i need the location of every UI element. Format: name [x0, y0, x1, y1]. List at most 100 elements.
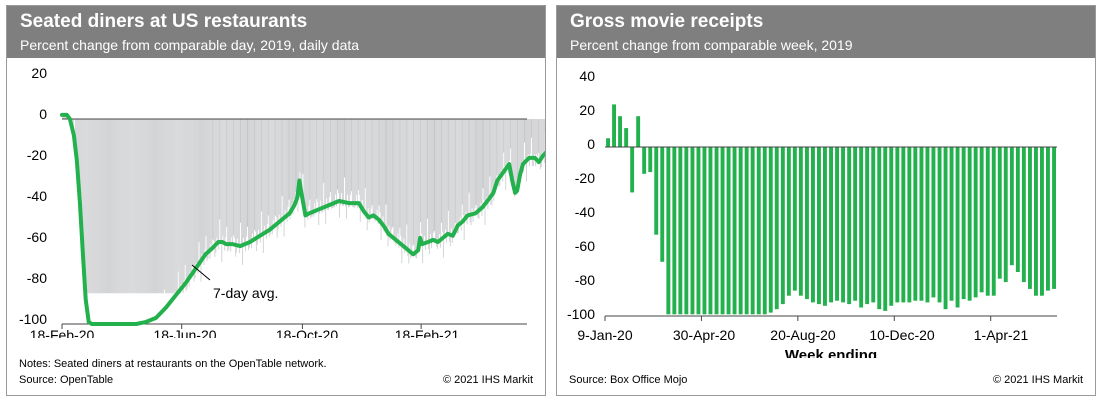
daily-bar — [521, 119, 523, 167]
daily-bar — [310, 119, 312, 219]
daily-bar — [91, 119, 93, 294]
y-tick-label: 0 — [587, 136, 595, 152]
bar — [1028, 146, 1032, 289]
daily-bar — [295, 119, 297, 192]
daily-bar — [194, 119, 196, 279]
daily-bar — [342, 119, 344, 206]
daily-bar — [258, 119, 260, 238]
daily-bar — [107, 119, 109, 294]
daily-bar — [164, 119, 166, 294]
daily-bar — [256, 119, 258, 245]
daily-bar — [161, 119, 163, 294]
daily-bar — [259, 119, 261, 243]
movie-receipts-plot: 40 20 0 -20 -40 -60 -80 -100 9-Jan-20 30… — [567, 68, 1057, 358]
daily-bar — [489, 119, 491, 177]
daily-bar — [447, 119, 449, 211]
daily-bar — [462, 119, 464, 216]
daily-bar — [349, 119, 351, 195]
daily-bar — [413, 119, 415, 245]
daily-bar — [353, 119, 355, 208]
daily-bar — [468, 119, 470, 193]
bar — [1009, 146, 1014, 266]
daily-bar — [432, 119, 434, 241]
daily-bar — [346, 119, 348, 195]
daily-bar — [466, 119, 468, 225]
daily-bar — [490, 119, 492, 205]
daily-bar — [381, 119, 383, 226]
daily-bar — [81, 119, 83, 243]
daily-bar — [498, 119, 500, 187]
daily-bar — [527, 119, 528, 156]
daily-bar — [215, 119, 217, 253]
daily-bar — [373, 119, 375, 220]
daily-bar — [476, 119, 478, 211]
y-tick-label: 20 — [31, 65, 47, 81]
daily-bar — [228, 119, 230, 250]
chart-source: Source: OpenTable — [19, 374, 114, 386]
daily-bar — [288, 119, 290, 200]
daily-bar — [348, 119, 350, 207]
daily-bar — [196, 119, 198, 265]
daily-bar — [95, 119, 97, 294]
daily-bar — [450, 119, 452, 229]
daily-bar — [513, 119, 515, 181]
daily-bar — [334, 119, 336, 208]
bar — [654, 146, 659, 235]
daily-bar — [248, 119, 250, 248]
movie-receipts-chart-panel: Gross movie receipts Percent change from… — [556, 5, 1096, 396]
daily-bar — [411, 119, 413, 254]
daily-bar — [486, 119, 488, 197]
daily-bar — [376, 119, 378, 210]
daily-bar — [454, 119, 456, 223]
bar — [901, 146, 906, 303]
bar — [955, 146, 960, 308]
daily-bar — [424, 119, 426, 237]
daily-bar — [197, 119, 199, 274]
daily-bar — [418, 119, 420, 243]
chart-subtitle: Percent change from comparable day, 2019… — [20, 37, 360, 53]
daily-bar — [276, 119, 278, 238]
daily-bar — [139, 119, 141, 294]
daily-bar — [251, 119, 253, 234]
daily-bar — [206, 119, 208, 262]
daily-bar — [531, 119, 533, 167]
daily-bar — [199, 119, 201, 261]
daily-bar — [82, 119, 84, 264]
daily-bar — [160, 119, 162, 294]
daily-bar — [322, 119, 324, 213]
daily-bar — [540, 119, 542, 168]
daily-bar — [148, 119, 150, 294]
daily-bar — [343, 119, 345, 178]
daily-bar — [146, 119, 148, 294]
daily-bar — [463, 119, 465, 241]
daily-bar — [225, 119, 227, 237]
daily-bar — [99, 119, 101, 294]
daily-bar — [177, 119, 179, 272]
daily-bar — [135, 119, 137, 294]
daily-bar — [333, 119, 335, 208]
daily-bar — [541, 119, 543, 153]
daily-bar — [514, 119, 516, 197]
bar — [829, 146, 833, 303]
daily-bar — [359, 119, 361, 222]
bar — [913, 146, 918, 301]
daily-bar — [138, 119, 140, 294]
daily-bar — [77, 119, 79, 167]
daily-bar — [361, 119, 363, 200]
daily-bar — [470, 119, 472, 226]
daily-bar — [539, 119, 541, 170]
daily-bar — [378, 119, 380, 206]
daily-bar — [89, 119, 91, 294]
daily-bar — [149, 119, 151, 294]
daily-bar — [426, 119, 428, 243]
daily-bar — [255, 119, 257, 252]
daily-bar — [529, 119, 531, 154]
bar — [925, 146, 930, 303]
chart-copyright: © 2021 IHS Markit — [992, 374, 1083, 386]
daily-bar — [501, 119, 503, 171]
bar — [756, 146, 761, 315]
daily-bar — [184, 119, 186, 266]
bar — [672, 146, 677, 315]
bar — [1052, 146, 1056, 289]
daily-bar — [512, 119, 514, 190]
